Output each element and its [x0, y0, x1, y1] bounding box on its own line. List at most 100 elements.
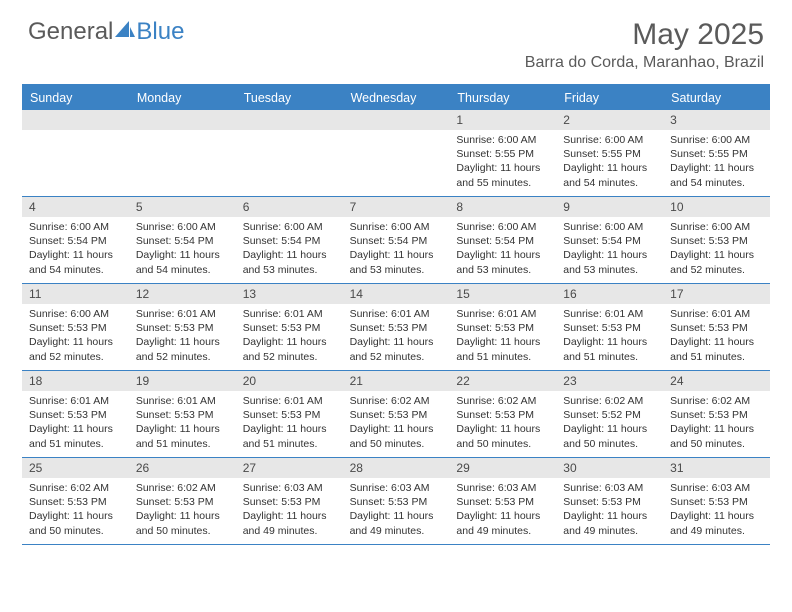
- daylight-text: Daylight: 11 hours and 51 minutes.: [670, 335, 763, 363]
- day-number: 26: [129, 458, 236, 478]
- calendar-day-cell: 4Sunrise: 6:00 AMSunset: 5:54 PMDaylight…: [22, 197, 129, 283]
- day-details: Sunrise: 6:00 AMSunset: 5:54 PMDaylight:…: [22, 217, 129, 281]
- sunrise-text: Sunrise: 6:02 AM: [456, 394, 549, 408]
- calendar-day-cell: 26Sunrise: 6:02 AMSunset: 5:53 PMDayligh…: [129, 458, 236, 544]
- calendar-day-cell: 3Sunrise: 6:00 AMSunset: 5:55 PMDaylight…: [663, 110, 770, 196]
- daylight-text: Daylight: 11 hours and 50 minutes.: [136, 509, 229, 537]
- day-details: Sunrise: 6:01 AMSunset: 5:53 PMDaylight:…: [343, 304, 450, 368]
- sunset-text: Sunset: 5:53 PM: [136, 495, 229, 509]
- daylight-text: Daylight: 11 hours and 50 minutes.: [350, 422, 443, 450]
- day-number: 13: [236, 284, 343, 304]
- brand-part1: General: [28, 18, 113, 46]
- calendar-day-cell: [22, 110, 129, 196]
- day-number: 22: [449, 371, 556, 391]
- day-number: 6: [236, 197, 343, 217]
- sunset-text: Sunset: 5:53 PM: [350, 321, 443, 335]
- calendar-day-cell: 17Sunrise: 6:01 AMSunset: 5:53 PMDayligh…: [663, 284, 770, 370]
- daylight-text: Daylight: 11 hours and 51 minutes.: [243, 422, 336, 450]
- sunset-text: Sunset: 5:54 PM: [243, 234, 336, 248]
- calendar-day-cell: 22Sunrise: 6:02 AMSunset: 5:53 PMDayligh…: [449, 371, 556, 457]
- calendar-day-cell: 6 Sunrise: 6:00 AMSunset: 5:54 PMDaylight…: [236, 197, 343, 283]
- calendar-day-cell: 10Sunrise: 6:00 AMSunset: 5:53 PMDayligh…: [663, 197, 770, 283]
- day-number: 19: [129, 371, 236, 391]
- sunset-text: Sunset: 5:54 PM: [29, 234, 122, 248]
- calendar-day-cell: 12Sunrise: 6:01 AMSunset: 5:53 PMDayligh…: [129, 284, 236, 370]
- daylight-text: Daylight: 11 hours and 52 minutes.: [350, 335, 443, 363]
- calendar-day-cell: 1Sunrise: 6:00 AMSunset: 5:55 PMDaylight…: [449, 110, 556, 196]
- day-details: Sunrise: 6:00 AMSunset: 5:54 PMDaylight:…: [343, 217, 450, 281]
- calendar-day-cell: 27Sunrise: 6:03 AMSunset: 5:53 PMDayligh…: [236, 458, 343, 544]
- sunrise-text: Sunrise: 6:00 AM: [136, 220, 229, 234]
- daylight-text: Daylight: 11 hours and 52 minutes.: [29, 335, 122, 363]
- daylight-text: Daylight: 11 hours and 52 minutes.: [243, 335, 336, 363]
- day-details: Sunrise: 6:01 AMSunset: 5:53 PMDaylight:…: [663, 304, 770, 368]
- day-details: Sunrise: 6:02 AMSunset: 5:53 PMDaylight:…: [129, 478, 236, 542]
- daylight-text: Daylight: 11 hours and 49 minutes.: [456, 509, 549, 537]
- sunrise-text: Sunrise: 6:03 AM: [243, 481, 336, 495]
- sunrise-text: Sunrise: 6:02 AM: [29, 481, 122, 495]
- daylight-text: Daylight: 11 hours and 49 minutes.: [350, 509, 443, 537]
- daylight-text: Daylight: 11 hours and 53 minutes.: [243, 248, 336, 276]
- sunset-text: Sunset: 5:53 PM: [456, 495, 549, 509]
- day-details: Sunrise: 6:03 AMSunset: 5:53 PMDaylight:…: [663, 478, 770, 542]
- day-details: Sunrise: 6:00 AMSunset: 5:54 PMDaylight:…: [556, 217, 663, 281]
- calendar-day-cell: 19Sunrise: 6:01 AMSunset: 5:53 PMDayligh…: [129, 371, 236, 457]
- day-number: 23: [556, 371, 663, 391]
- dow-sunday: Sunday: [22, 86, 129, 110]
- sunrise-text: Sunrise: 6:00 AM: [29, 220, 122, 234]
- daylight-text: Daylight: 11 hours and 54 minutes.: [670, 161, 763, 189]
- sunset-text: Sunset: 5:53 PM: [350, 495, 443, 509]
- sunset-text: Sunset: 5:52 PM: [563, 408, 656, 422]
- dow-wednesday: Wednesday: [343, 86, 450, 110]
- calendar-day-cell: 18Sunrise: 6:01 AMSunset: 5:53 PMDayligh…: [22, 371, 129, 457]
- calendar-day-cell: 7Sunrise: 6:00 AMSunset: 5:54 PMDaylight…: [343, 197, 450, 283]
- calendar-day-cell: 9Sunrise: 6:00 AMSunset: 5:54 PMDaylight…: [556, 197, 663, 283]
- sunset-text: Sunset: 5:53 PM: [136, 321, 229, 335]
- day-details: Sunrise: 6:03 AMSunset: 5:53 PMDaylight:…: [449, 478, 556, 542]
- sunrise-text: Sunrise: 6:01 AM: [136, 307, 229, 321]
- daylight-text: Daylight: 11 hours and 50 minutes.: [29, 509, 122, 537]
- sunrise-text: Sunrise: 6:00 AM: [563, 220, 656, 234]
- sunset-text: Sunset: 5:54 PM: [350, 234, 443, 248]
- sunrise-text: Sunrise: 6:00 AM: [670, 133, 763, 147]
- calendar-day-cell: 21Sunrise: 6:02 AMSunset: 5:53 PMDayligh…: [343, 371, 450, 457]
- day-details: Sunrise: 6:03 AMSunset: 5:53 PMDaylight:…: [556, 478, 663, 542]
- sunset-text: Sunset: 5:53 PM: [670, 408, 763, 422]
- day-number: 3: [663, 110, 770, 130]
- day-number: 5: [129, 197, 236, 217]
- calendar-week-row: 1Sunrise: 6:00 AMSunset: 5:55 PMDaylight…: [22, 110, 770, 197]
- calendar-week-row: 4Sunrise: 6:00 AMSunset: 5:54 PMDaylight…: [22, 197, 770, 284]
- sunset-text: Sunset: 5:53 PM: [243, 495, 336, 509]
- calendar-day-cell: 5Sunrise: 6:00 AMSunset: 5:54 PMDaylight…: [129, 197, 236, 283]
- day-number: 18: [22, 371, 129, 391]
- day-number: 30: [556, 458, 663, 478]
- calendar-day-cell: [343, 110, 450, 196]
- sunrise-text: Sunrise: 6:03 AM: [670, 481, 763, 495]
- day-number: 27: [236, 458, 343, 478]
- daylight-text: Daylight: 11 hours and 49 minutes.: [670, 509, 763, 537]
- day-details: Sunrise: 6:00 AMSunset: 5:53 PMDaylight:…: [663, 217, 770, 281]
- dow-friday: Friday: [556, 86, 663, 110]
- day-details: Sunrise: 6:02 AMSunset: 5:53 PMDaylight:…: [449, 391, 556, 455]
- sunrise-text: Sunrise: 6:01 AM: [456, 307, 549, 321]
- sunrise-text: Sunrise: 6:00 AM: [456, 220, 549, 234]
- sunrise-text: Sunrise: 6:00 AM: [243, 220, 336, 234]
- sunset-text: Sunset: 5:53 PM: [456, 321, 549, 335]
- sunrise-text: Sunrise: 6:03 AM: [350, 481, 443, 495]
- day-number: 31: [663, 458, 770, 478]
- daylight-text: Daylight: 11 hours and 53 minutes.: [563, 248, 656, 276]
- day-number: 21: [343, 371, 450, 391]
- calendar-day-cell: [236, 110, 343, 196]
- calendar-day-cell: 16Sunrise: 6:01 AMSunset: 5:53 PMDayligh…: [556, 284, 663, 370]
- sunset-text: Sunset: 5:54 PM: [456, 234, 549, 248]
- day-number: [236, 110, 343, 130]
- sunrise-text: Sunrise: 6:02 AM: [350, 394, 443, 408]
- calendar-day-cell: 2Sunrise: 6:00 AMSunset: 5:55 PMDaylight…: [556, 110, 663, 196]
- calendar-day-cell: 24Sunrise: 6:02 AMSunset: 5:53 PMDayligh…: [663, 371, 770, 457]
- location-subtitle: Barra do Corda, Maranhao, Brazil: [525, 54, 764, 72]
- sunset-text: Sunset: 5:54 PM: [136, 234, 229, 248]
- calendar-day-cell: [129, 110, 236, 196]
- sunrise-text: Sunrise: 6:01 AM: [563, 307, 656, 321]
- day-details: Sunrise: 6:01 AMSunset: 5:53 PMDaylight:…: [236, 391, 343, 455]
- calendar-day-cell: 23Sunrise: 6:02 AMSunset: 5:52 PMDayligh…: [556, 371, 663, 457]
